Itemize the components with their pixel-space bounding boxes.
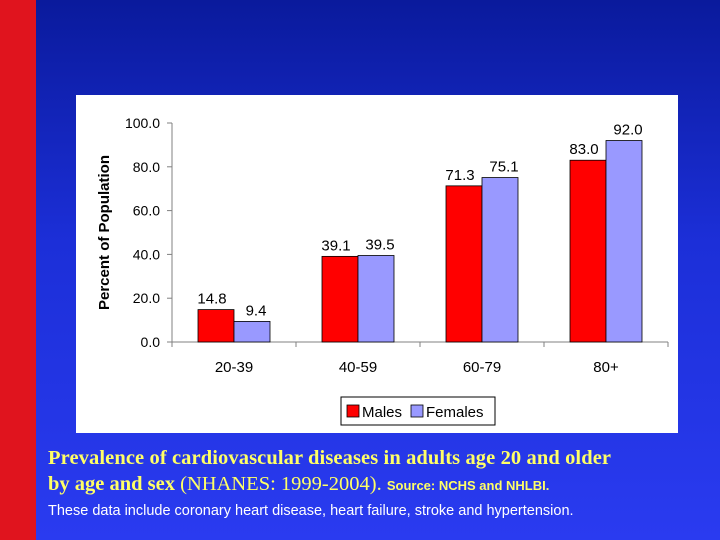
- caption-source: Source: NCHS and NHLBI.: [386, 478, 550, 493]
- data-label: 14.8: [197, 291, 226, 308]
- data-label: 39.1: [321, 237, 350, 254]
- y-tick-label: 20.0: [133, 290, 160, 306]
- legend-swatch-males: [346, 404, 360, 418]
- y-tick-label: 60.0: [133, 203, 160, 219]
- bar-males: [321, 255, 359, 343]
- data-label: 39.5: [365, 236, 394, 253]
- legend-label-females: Females: [426, 404, 484, 421]
- x-category-label: 40-59: [339, 359, 377, 376]
- chart-panel: 0.0 20.0 40.0 60.0 80.0 100.0 Percent of Popul…: [76, 95, 678, 433]
- legend-label-males: Males: [362, 404, 402, 421]
- bar-males: [569, 159, 607, 343]
- y-tick-label: 0.0: [141, 334, 161, 350]
- caption-line2-plain: (NHANES: 1999-2004).: [175, 473, 387, 495]
- y-axis-label: Percent of Population: [96, 155, 113, 310]
- x-category-label: 60-79: [463, 359, 501, 376]
- data-label: 75.1: [489, 159, 518, 176]
- left-accent-bar: [0, 0, 36, 540]
- caption-line2: by age and sex (NHANES: 1999-2004). Sour…: [48, 471, 713, 499]
- data-label: 92.0: [613, 122, 642, 139]
- caption-title: Prevalence of cardiovascular diseases in…: [48, 447, 612, 469]
- y-tick-label: 40.0: [133, 246, 160, 262]
- caption: Prevalence of cardiovascular diseases in…: [48, 445, 713, 519]
- bar-females: [481, 177, 519, 343]
- data-label: 9.4: [246, 302, 267, 319]
- data-label: 83.0: [569, 141, 598, 158]
- bar-chart: 0.0 20.0 40.0 60.0 80.0 100.0 Percent of Popul…: [96, 115, 669, 426]
- bar-males: [445, 185, 483, 343]
- bar-females: [605, 140, 643, 343]
- bar-males: [197, 309, 235, 343]
- caption-line2-bold: by age and sex: [48, 473, 176, 495]
- y-tick-label: 100.0: [125, 115, 160, 131]
- x-category-label: 80+: [593, 359, 619, 376]
- x-category-label: 20-39: [215, 359, 253, 376]
- caption-note: These data include coronary heart diseas…: [48, 503, 574, 519]
- legend-swatch-females: [410, 404, 424, 418]
- y-tick-label: 80.0: [133, 159, 160, 175]
- data-label: 71.3: [445, 167, 474, 184]
- bar-females: [357, 255, 395, 343]
- bar-females: [233, 321, 271, 343]
